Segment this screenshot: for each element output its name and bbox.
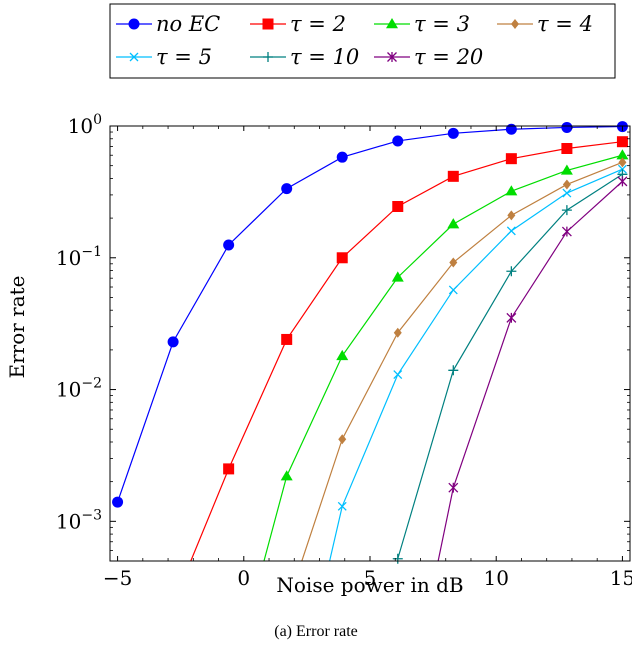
y-tick-label-2: 10−2: [56, 376, 102, 402]
series-2-point-5: [392, 201, 403, 212]
x-tick-label-4: 10: [483, 566, 508, 590]
series-7-point-2: [449, 483, 458, 493]
axes-frame: [110, 126, 630, 561]
x-tick-label-5: 15: [610, 566, 632, 590]
y-tick-label-3: 10−1: [56, 244, 102, 270]
y-tick-label-4: 100: [68, 112, 102, 138]
series-2-point-4: [337, 252, 348, 263]
legend-label-5: τ = 5: [156, 45, 212, 69]
legend: no EC τ = 2 τ = 3 τ = 4 τ = 5 τ = 10 τ = 20: [110, 4, 615, 78]
series-1-point-8: [506, 124, 517, 135]
series-1-point-2: [168, 336, 179, 347]
y-axis-title: Error rate: [5, 275, 29, 378]
series-2-point-9: [617, 136, 628, 147]
legend-label-6: τ = 10: [290, 45, 359, 69]
series-5-point-2: [338, 502, 346, 510]
series-5-point-5: [507, 227, 515, 235]
series-2-line: [191, 142, 623, 561]
legend-label-3: τ = 3: [414, 12, 470, 36]
plot-area: [112, 121, 628, 564]
series-6-point-1: [393, 554, 403, 564]
series-4-point-6: [563, 179, 571, 189]
x-tick-label-1: −5: [103, 566, 132, 590]
series-1-point-6: [392, 135, 403, 146]
x-axis-title: Noise power in dB: [276, 573, 463, 597]
legend-label-4: τ = 4: [537, 12, 593, 36]
series-7-line: [438, 181, 622, 561]
series-1-point-4: [281, 183, 292, 194]
series-1-point-5: [337, 152, 348, 163]
series-1-point-9: [561, 122, 572, 133]
series-lines: [118, 127, 623, 561]
series-markers: [112, 121, 628, 564]
series-1-line: [118, 127, 623, 502]
legend-label-7: τ = 20: [414, 45, 483, 69]
x-tick-label-2: 0: [237, 566, 250, 590]
caption: (a) Error rate: [274, 623, 358, 640]
series-2-point-3: [281, 334, 292, 345]
legend-marker-2: [263, 19, 274, 30]
legend-label-2: τ = 2: [290, 12, 346, 36]
series-2-point-8: [561, 143, 572, 154]
series-1-point-3: [223, 240, 234, 251]
series-2-point-6: [448, 171, 459, 182]
series-2-point-7: [506, 153, 517, 164]
series-5-point-3: [394, 371, 402, 379]
series-4-line: [302, 162, 623, 561]
legend-marker-1: [129, 19, 140, 30]
series-7-point-5: [618, 176, 627, 186]
series-3-point-5: [447, 218, 459, 228]
series-7-point-4: [562, 227, 571, 237]
series-5-point-6: [563, 189, 571, 197]
series-3-point-2: [281, 470, 293, 480]
series-3-line: [264, 155, 622, 561]
series-4-point-2: [338, 434, 346, 444]
series-3-point-6: [505, 185, 517, 195]
series-6-point-2: [448, 365, 458, 375]
series-1-point-7: [448, 128, 459, 139]
series-5-line: [330, 169, 623, 561]
series-4-point-5: [507, 210, 515, 220]
y-tick-label-1: 10−3: [56, 507, 102, 533]
series-5-point-4: [449, 286, 457, 294]
series-2-point-2: [223, 463, 234, 474]
series-7-point-3: [507, 313, 516, 323]
legend-label-1: no EC: [156, 12, 220, 36]
series-1-point-1: [112, 497, 123, 508]
series-3-point-3: [336, 350, 348, 360]
